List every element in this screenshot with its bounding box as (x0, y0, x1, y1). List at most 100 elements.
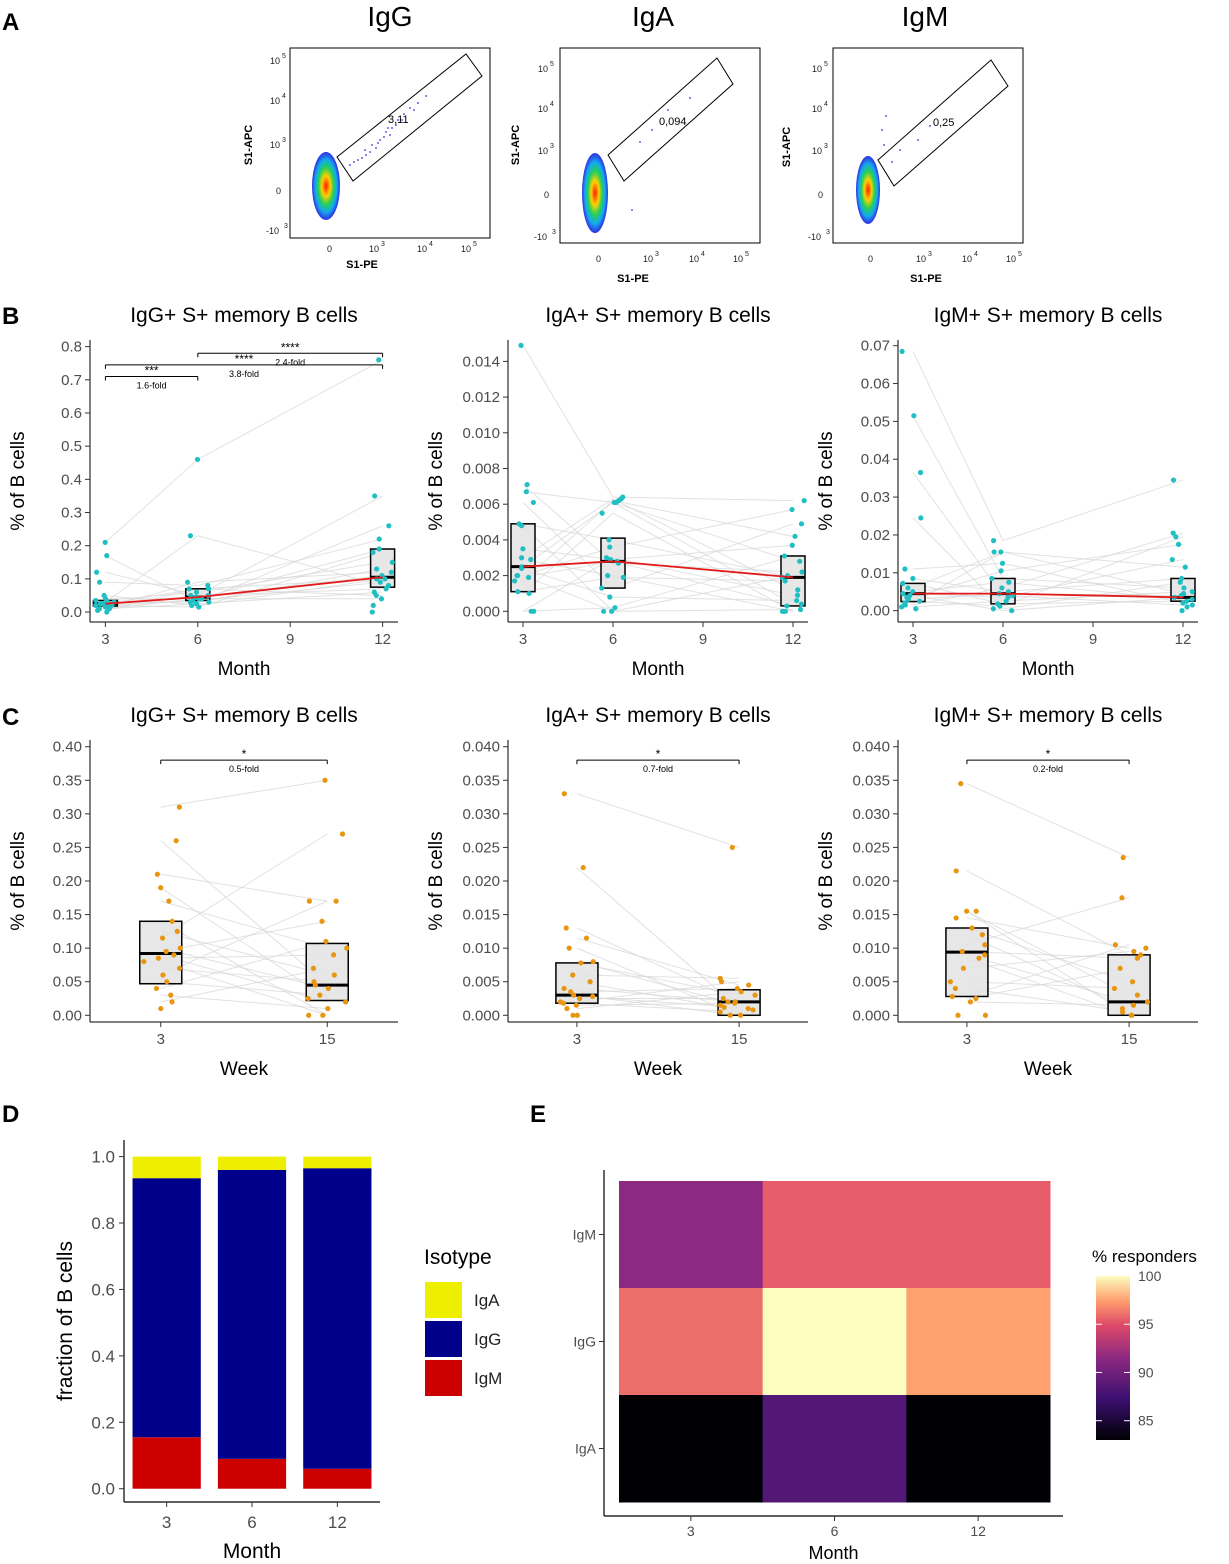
significance-stars: *** (145, 363, 159, 377)
pair-line (612, 512, 794, 612)
data-point (319, 918, 325, 924)
heatmap-cell (762, 1181, 907, 1289)
data-point (798, 521, 805, 527)
pair-line (966, 1001, 1130, 1006)
x-tick-label: 6 (194, 631, 202, 648)
data-point (605, 572, 611, 579)
pair-line (612, 560, 794, 607)
heatmap-cell (619, 1181, 764, 1289)
cell-cluster (582, 153, 608, 233)
x-tick-label: 12 (328, 1513, 347, 1532)
pair-line (1002, 591, 1184, 602)
pair-line (522, 560, 614, 578)
data-point (163, 948, 169, 955)
x-tick-label: 9 (699, 631, 707, 648)
data-point (153, 985, 160, 992)
pair-line (612, 500, 794, 537)
pair-line (105, 571, 198, 596)
svg-text:0: 0 (818, 190, 823, 200)
data-point (102, 604, 108, 610)
data-point (746, 982, 752, 988)
svg-text:5: 5 (824, 61, 828, 68)
x-axis-label: Week (634, 1059, 683, 1080)
chart-title: IgG+ S+ memory B cells (130, 704, 358, 727)
data-point (519, 555, 525, 561)
data-point (571, 992, 577, 998)
svg-text:10: 10 (270, 56, 280, 66)
y-tick-label: 0.6 (61, 405, 82, 422)
data-point (958, 781, 964, 787)
data-point (325, 985, 331, 992)
pair-line (966, 934, 1130, 1010)
pair-line (1002, 551, 1184, 595)
bar-segment-igm (132, 1437, 201, 1489)
y-tick-label: 0.030 (852, 806, 890, 823)
data-point (169, 918, 175, 924)
svg-text:10: 10 (812, 146, 822, 156)
x-tick-label: 6 (999, 631, 1007, 648)
y-tick-label: 0.05 (53, 974, 82, 991)
data-point (386, 523, 392, 529)
y-tick-label: 0.4 (91, 1347, 115, 1366)
y-tick-label: 0.02 (861, 527, 890, 544)
data-point (982, 1012, 989, 1018)
pair-line (912, 472, 1004, 596)
data-point (725, 999, 731, 1005)
pair-line (160, 994, 328, 1010)
y-tick-label: 0.010 (462, 940, 500, 957)
data-point (561, 985, 567, 992)
y-tick-label: 0.005 (462, 974, 500, 991)
trend-line (105, 576, 383, 605)
y-tick-label: 0.015 (462, 907, 500, 924)
y-tick-label: 0.25 (53, 839, 82, 856)
legend-label: IgA (474, 1291, 500, 1310)
pair-line (576, 991, 740, 1010)
pair-line (576, 947, 740, 1016)
y-axis-label: % of B cells (8, 831, 29, 930)
data-point (1189, 602, 1195, 608)
data-point (524, 481, 530, 488)
data-point (900, 591, 906, 597)
flow-xlabel: S1-PE (617, 273, 649, 285)
heatmap-cell (906, 1395, 1051, 1503)
svg-text:5: 5 (550, 61, 554, 68)
data-point (969, 925, 975, 931)
flow-ticks: 10 5 10 4 10 3 0 -10 3 0 10 3 10 4 10 5 (808, 61, 1022, 264)
flow-dots (631, 97, 691, 211)
data-point (94, 569, 100, 575)
pair-line (576, 937, 740, 986)
y-tick-label: IgM (573, 1227, 596, 1243)
y-tick-label: 0.8 (91, 1214, 115, 1233)
data-point (370, 602, 376, 609)
y-tick-label: 0.015 (852, 907, 890, 924)
pair-line (105, 535, 199, 603)
flow-ylabel: S1-APC (510, 125, 522, 165)
x-tick-label: 6 (831, 1523, 839, 1539)
svg-text:4: 4 (550, 101, 554, 108)
data-point (388, 569, 394, 575)
data-point (989, 575, 995, 582)
data-point (955, 1012, 961, 1018)
data-point (718, 979, 725, 985)
pair-line (576, 793, 740, 848)
pair-line (160, 954, 328, 959)
pair-line (522, 484, 614, 564)
y-tick-label: IgA (575, 1441, 597, 1457)
x-tick-label: 3 (519, 631, 527, 648)
y-tick-label: 0.30 (53, 806, 82, 823)
y-tick-label: 0.014 (462, 353, 500, 370)
data-point (177, 965, 183, 971)
pair-line (966, 957, 1130, 1016)
data-point (333, 898, 339, 904)
data-point (1144, 999, 1151, 1005)
pair-line (966, 897, 1130, 946)
y-tick-label: 0.06 (861, 376, 890, 393)
data-point (947, 979, 954, 985)
svg-text:-10: -10 (534, 232, 547, 242)
pair-line (612, 509, 794, 548)
y-tick-label: 0.010 (852, 940, 890, 957)
pair-line (966, 944, 1130, 997)
data-point (603, 555, 610, 561)
data-point (376, 536, 382, 542)
